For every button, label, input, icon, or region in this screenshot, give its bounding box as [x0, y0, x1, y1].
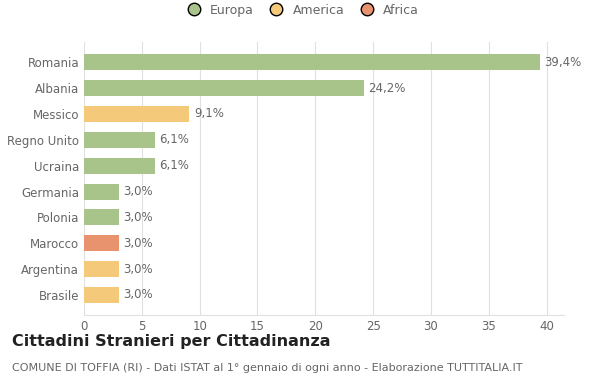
Text: 3,0%: 3,0% [124, 211, 153, 224]
Bar [84, 287, 119, 303]
Text: 9,1%: 9,1% [194, 108, 224, 120]
Text: Cittadini Stranieri per Cittadinanza: Cittadini Stranieri per Cittadinanza [12, 334, 331, 349]
Bar [84, 158, 155, 174]
Bar [84, 54, 540, 70]
Text: 6,1%: 6,1% [159, 159, 189, 172]
Text: 3,0%: 3,0% [124, 185, 153, 198]
Text: 6,1%: 6,1% [159, 133, 189, 146]
Bar [84, 184, 119, 200]
Legend: Europa, America, Africa: Europa, America, Africa [176, 0, 424, 22]
Text: 24,2%: 24,2% [368, 82, 406, 95]
Text: 39,4%: 39,4% [544, 56, 581, 69]
Bar [84, 106, 189, 122]
Text: 3,0%: 3,0% [124, 263, 153, 276]
Bar [84, 209, 119, 225]
Bar [84, 235, 119, 251]
Bar [84, 132, 155, 148]
Bar [84, 261, 119, 277]
Text: 3,0%: 3,0% [124, 237, 153, 250]
Text: COMUNE DI TOFFIA (RI) - Dati ISTAT al 1° gennaio di ogni anno - Elaborazione TUT: COMUNE DI TOFFIA (RI) - Dati ISTAT al 1°… [12, 363, 523, 373]
Text: 3,0%: 3,0% [124, 288, 153, 301]
Bar [84, 80, 364, 96]
